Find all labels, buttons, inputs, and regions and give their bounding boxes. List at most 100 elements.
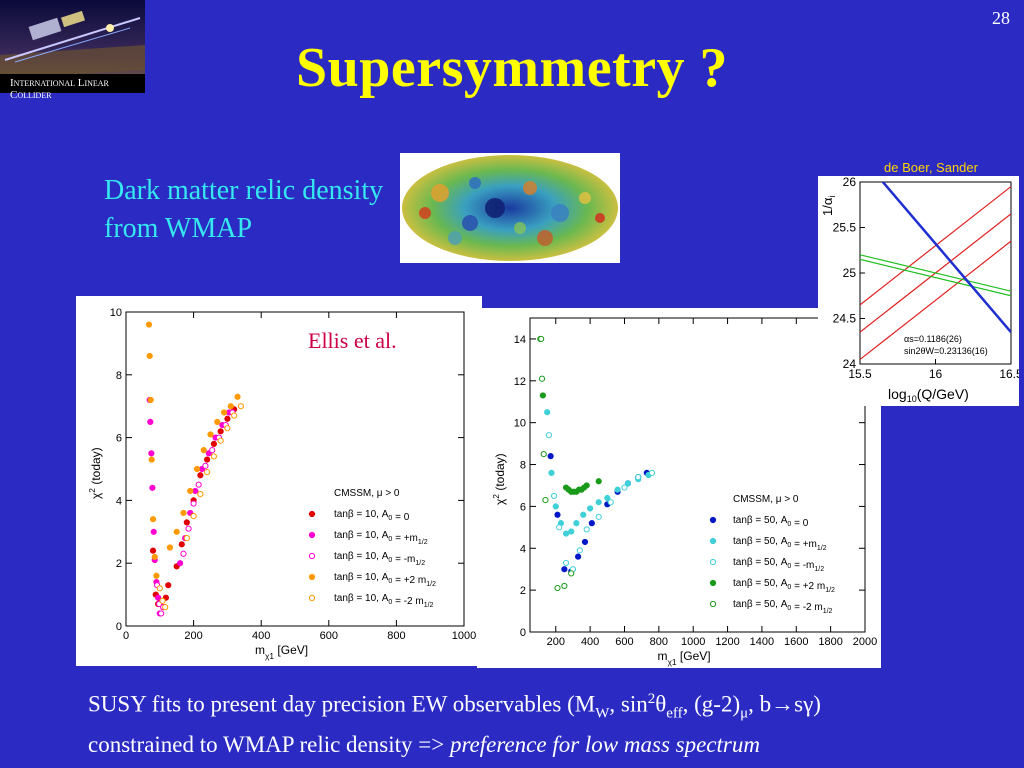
data-point <box>548 469 555 477</box>
data-point <box>193 465 201 473</box>
data-point <box>187 487 194 495</box>
y-tick-label: 6 <box>520 501 526 513</box>
data-point <box>165 582 172 589</box>
plot-frame <box>529 317 866 633</box>
data-point <box>148 456 155 463</box>
data-point <box>178 541 185 548</box>
y-tick-label: 2 <box>520 585 526 597</box>
x-tick-label: 600 <box>615 636 633 648</box>
data-point <box>573 520 580 527</box>
x-tick-label: 1000 <box>452 630 476 642</box>
y-tick-label: 12 <box>514 376 526 388</box>
slide-number: 28 <box>992 8 1010 28</box>
coupling-line <box>860 186 1011 306</box>
y-tick-label: 14 <box>514 334 526 346</box>
data-point <box>159 597 166 604</box>
data-point <box>190 500 197 507</box>
data-point <box>185 525 192 532</box>
legend-entry: tanβ = 10, A0 = -2 m1/2 <box>334 593 434 609</box>
legend-marker <box>308 573 316 581</box>
alpha-s-annotation: αs=0.1186(26) <box>904 334 962 344</box>
x-tick-label: 800 <box>387 630 405 642</box>
legend-entry: tanβ = 10, A0 = +m1/2 <box>334 530 428 546</box>
x-tick-label: 2000 <box>853 636 877 648</box>
sin2thetaw-annotation: sin2θW=0.23136(16) <box>904 346 988 356</box>
data-point <box>556 524 563 531</box>
wmap-sky-map <box>400 153 620 263</box>
chart-tanb50-svg: 200 400 600 800 1000 1200 1400 1600 1800 20000246… <box>491 317 877 667</box>
data-point <box>595 513 602 520</box>
data-point <box>562 559 570 567</box>
x-tick-label: 600 <box>320 630 338 642</box>
data-point <box>209 447 216 454</box>
legend-entry: tanβ = 50, A0 = +m1/2 <box>733 536 827 552</box>
y-tick-label: 6 <box>116 433 122 445</box>
data-point <box>151 553 158 561</box>
data-point <box>587 505 594 512</box>
data-point <box>604 494 611 502</box>
data-point <box>635 473 642 481</box>
data-point <box>155 594 162 601</box>
y-tick-label: 4 <box>116 495 122 507</box>
legend-marker <box>709 537 717 545</box>
legend-marker <box>308 510 316 518</box>
data-point <box>581 538 589 546</box>
y-tick-label: 10 <box>110 307 122 319</box>
data-point <box>561 582 568 590</box>
data-point <box>180 550 187 557</box>
data-point <box>183 519 190 526</box>
x-tick-label: 200 <box>547 636 565 648</box>
data-point <box>621 484 628 491</box>
data-point <box>162 604 169 611</box>
data-point <box>538 375 546 382</box>
data-point <box>149 547 157 554</box>
y-tick-label: 4 <box>520 543 526 555</box>
y-tick-label: 8 <box>116 370 122 382</box>
legend-marker <box>308 594 316 602</box>
y-axis-label: 1/αi <box>820 196 837 216</box>
legend-marker <box>308 552 316 560</box>
data-point <box>202 462 209 469</box>
ellis-annotation: Ellis et al. <box>308 328 397 353</box>
data-point <box>607 499 614 506</box>
data-point <box>148 450 155 457</box>
y-axis-label: χ2 (today) <box>491 453 507 505</box>
legend-entry: tanβ = 50, A0 = +2 m1/2 <box>733 578 835 594</box>
data-point <box>147 396 154 404</box>
x-tick-label: 800 <box>650 636 668 648</box>
legend-marker <box>709 516 717 524</box>
chart-unification-svg: 15.5 16 16.5 24 24.5 25 25.5 26 log10(Q/GeV) 1/αi… <box>820 176 1019 404</box>
legend-title: CMSSM, μ > 0 <box>334 488 400 499</box>
data-point <box>158 610 165 617</box>
legend-entry: tanβ = 10, A0 = +2 m1/2 <box>334 572 436 588</box>
coupling-line <box>860 254 1011 292</box>
data-point <box>588 520 595 527</box>
data-point <box>176 560 184 567</box>
data-point <box>614 486 621 493</box>
deboer-credit: de Boer, Sander <box>884 160 978 175</box>
legend-marker <box>709 579 717 587</box>
data-point <box>210 453 217 460</box>
chart-ellis-tanb10: 0 200 400 600 800 1000 0 2 4 6 8 10 mχ1 [GeV] χ2 (tod… <box>76 296 482 666</box>
x-tick-label: 16.5 <box>999 367 1019 381</box>
x-tick-label: 1400 <box>750 636 774 648</box>
y-tick-label: 0 <box>520 627 526 639</box>
y-tick-label: 8 <box>520 460 526 472</box>
coupling-line <box>860 240 1011 360</box>
y-tick-label: 24.5 <box>833 312 857 326</box>
data-point <box>542 497 549 504</box>
data-point <box>214 418 221 426</box>
legend-entry: tanβ = 50, A0 = -2 m1/2 <box>733 599 833 615</box>
data-point <box>166 544 174 551</box>
data-point <box>147 418 154 426</box>
legend-entry: tanβ = 50, A0 = 0 <box>733 515 809 529</box>
data-point <box>224 415 231 422</box>
y-tick-label: 25 <box>843 266 857 280</box>
data-point <box>545 432 552 439</box>
x-tick-label: 200 <box>184 630 202 642</box>
x-tick-label: 1200 <box>715 636 739 648</box>
data-point <box>183 534 190 542</box>
data-point <box>227 403 234 410</box>
coupling-line <box>881 182 1011 333</box>
data-point <box>207 431 214 438</box>
